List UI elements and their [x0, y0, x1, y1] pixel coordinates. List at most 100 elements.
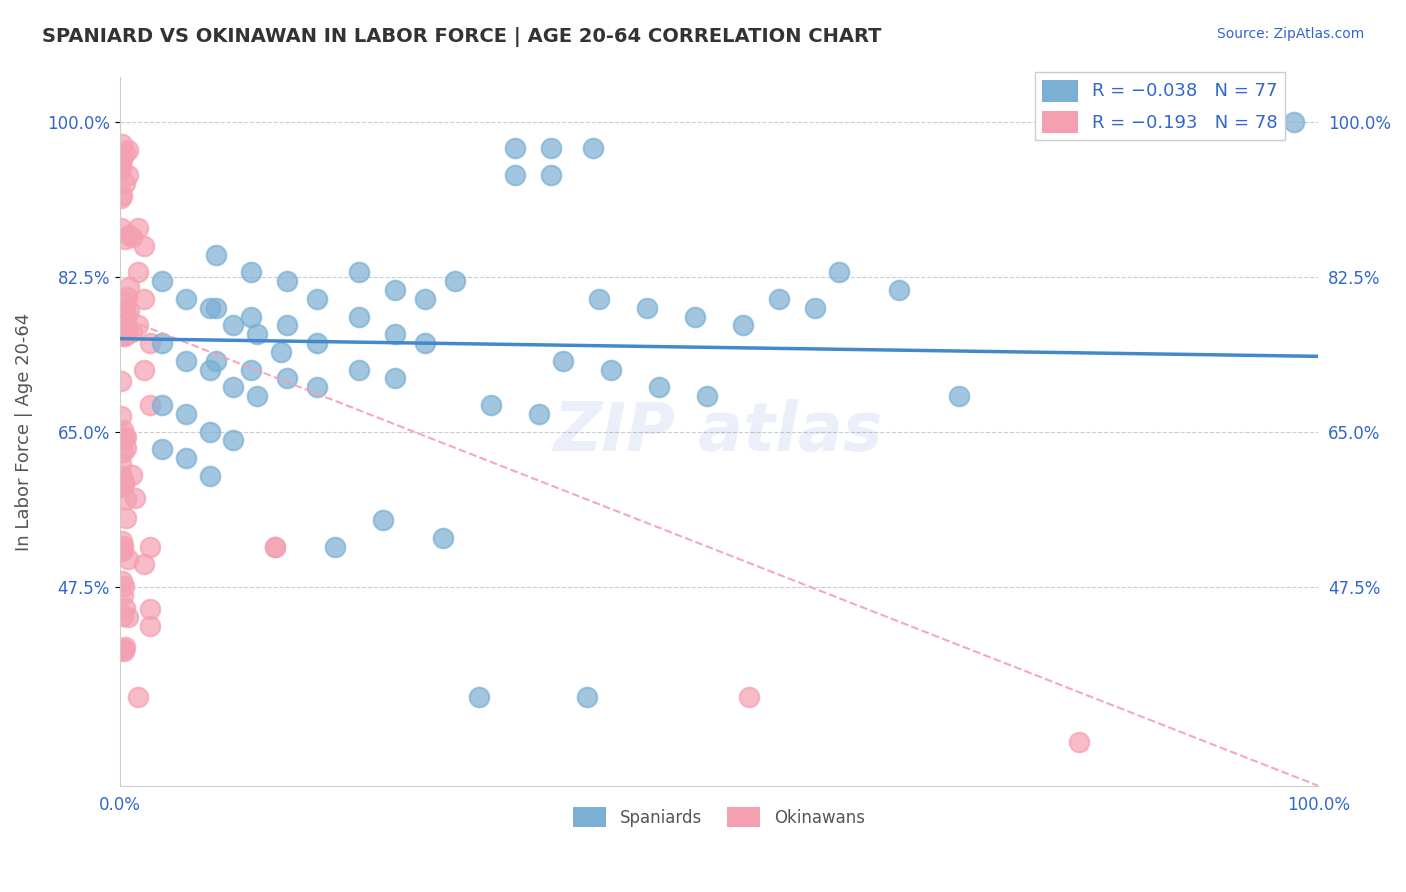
Point — [174, 353, 197, 368]
Point — [600, 362, 623, 376]
Point — [349, 310, 371, 324]
Point — [127, 265, 149, 279]
Point — [264, 540, 287, 554]
Point — [114, 511, 136, 525]
Point — [115, 430, 138, 444]
Point — [307, 336, 329, 351]
Point — [150, 274, 173, 288]
Point — [276, 371, 298, 385]
Point — [174, 292, 197, 306]
Point — [114, 601, 136, 615]
Point — [1284, 114, 1306, 128]
Point — [117, 143, 139, 157]
Point — [307, 380, 329, 394]
Point — [110, 457, 132, 471]
Point — [738, 690, 761, 705]
Point — [384, 283, 406, 297]
Point — [111, 187, 134, 202]
Point — [138, 619, 160, 633]
Point — [527, 407, 550, 421]
Point — [150, 398, 173, 412]
Point — [115, 327, 138, 342]
Point — [503, 168, 526, 182]
Point — [110, 476, 132, 491]
Legend: Spaniards, Okinawans: Spaniards, Okinawans — [567, 800, 872, 834]
Point — [222, 380, 245, 394]
Point — [110, 374, 132, 388]
Point — [204, 247, 226, 261]
Point — [132, 238, 155, 252]
Point — [270, 345, 292, 359]
Point — [111, 328, 134, 343]
Point — [503, 141, 526, 155]
Point — [132, 362, 155, 376]
Point — [553, 353, 575, 368]
Point — [115, 313, 138, 327]
Point — [114, 295, 136, 310]
Point — [110, 191, 132, 205]
Point — [240, 265, 263, 279]
Point — [696, 389, 718, 403]
Point — [198, 362, 221, 376]
Point — [114, 301, 136, 316]
Point — [349, 265, 371, 279]
Point — [111, 137, 134, 152]
Point — [198, 301, 221, 315]
Point — [112, 588, 135, 602]
Point — [124, 491, 146, 505]
Point — [138, 601, 160, 615]
Point — [413, 336, 436, 351]
Point — [804, 301, 827, 315]
Point — [127, 221, 149, 235]
Text: ZIP atlas: ZIP atlas — [554, 399, 884, 465]
Point — [150, 442, 173, 457]
Point — [121, 229, 143, 244]
Point — [112, 423, 135, 437]
Point — [246, 389, 269, 403]
Point — [432, 531, 454, 545]
Point — [110, 155, 132, 169]
Y-axis label: In Labor Force | Age 20-64: In Labor Force | Age 20-64 — [15, 312, 32, 550]
Point — [117, 168, 139, 182]
Point — [111, 608, 134, 623]
Point — [110, 643, 132, 657]
Point — [111, 574, 134, 588]
Point — [112, 432, 135, 446]
Point — [683, 310, 706, 324]
Point — [264, 540, 287, 554]
Point — [112, 475, 135, 489]
Point — [174, 451, 197, 466]
Point — [150, 336, 173, 351]
Point — [112, 432, 135, 446]
Point — [115, 290, 138, 304]
Point — [114, 176, 136, 190]
Point — [115, 442, 138, 456]
Point — [112, 644, 135, 658]
Point — [240, 310, 263, 324]
Point — [114, 232, 136, 246]
Point — [127, 690, 149, 705]
Point — [114, 329, 136, 343]
Point — [111, 445, 134, 459]
Point — [110, 161, 132, 176]
Point — [132, 558, 155, 572]
Point — [114, 145, 136, 160]
Point — [111, 539, 134, 553]
Point — [373, 513, 395, 527]
Point — [121, 325, 143, 339]
Point — [110, 220, 132, 235]
Point — [540, 168, 562, 182]
Point — [307, 292, 329, 306]
Point — [887, 283, 910, 297]
Point — [222, 318, 245, 333]
Point — [111, 544, 134, 558]
Point — [198, 425, 221, 439]
Point — [110, 409, 132, 424]
Point — [276, 318, 298, 333]
Point — [138, 336, 160, 351]
Point — [636, 301, 658, 315]
Point — [112, 317, 135, 331]
Point — [115, 307, 138, 321]
Point — [127, 318, 149, 333]
Point — [276, 274, 298, 288]
